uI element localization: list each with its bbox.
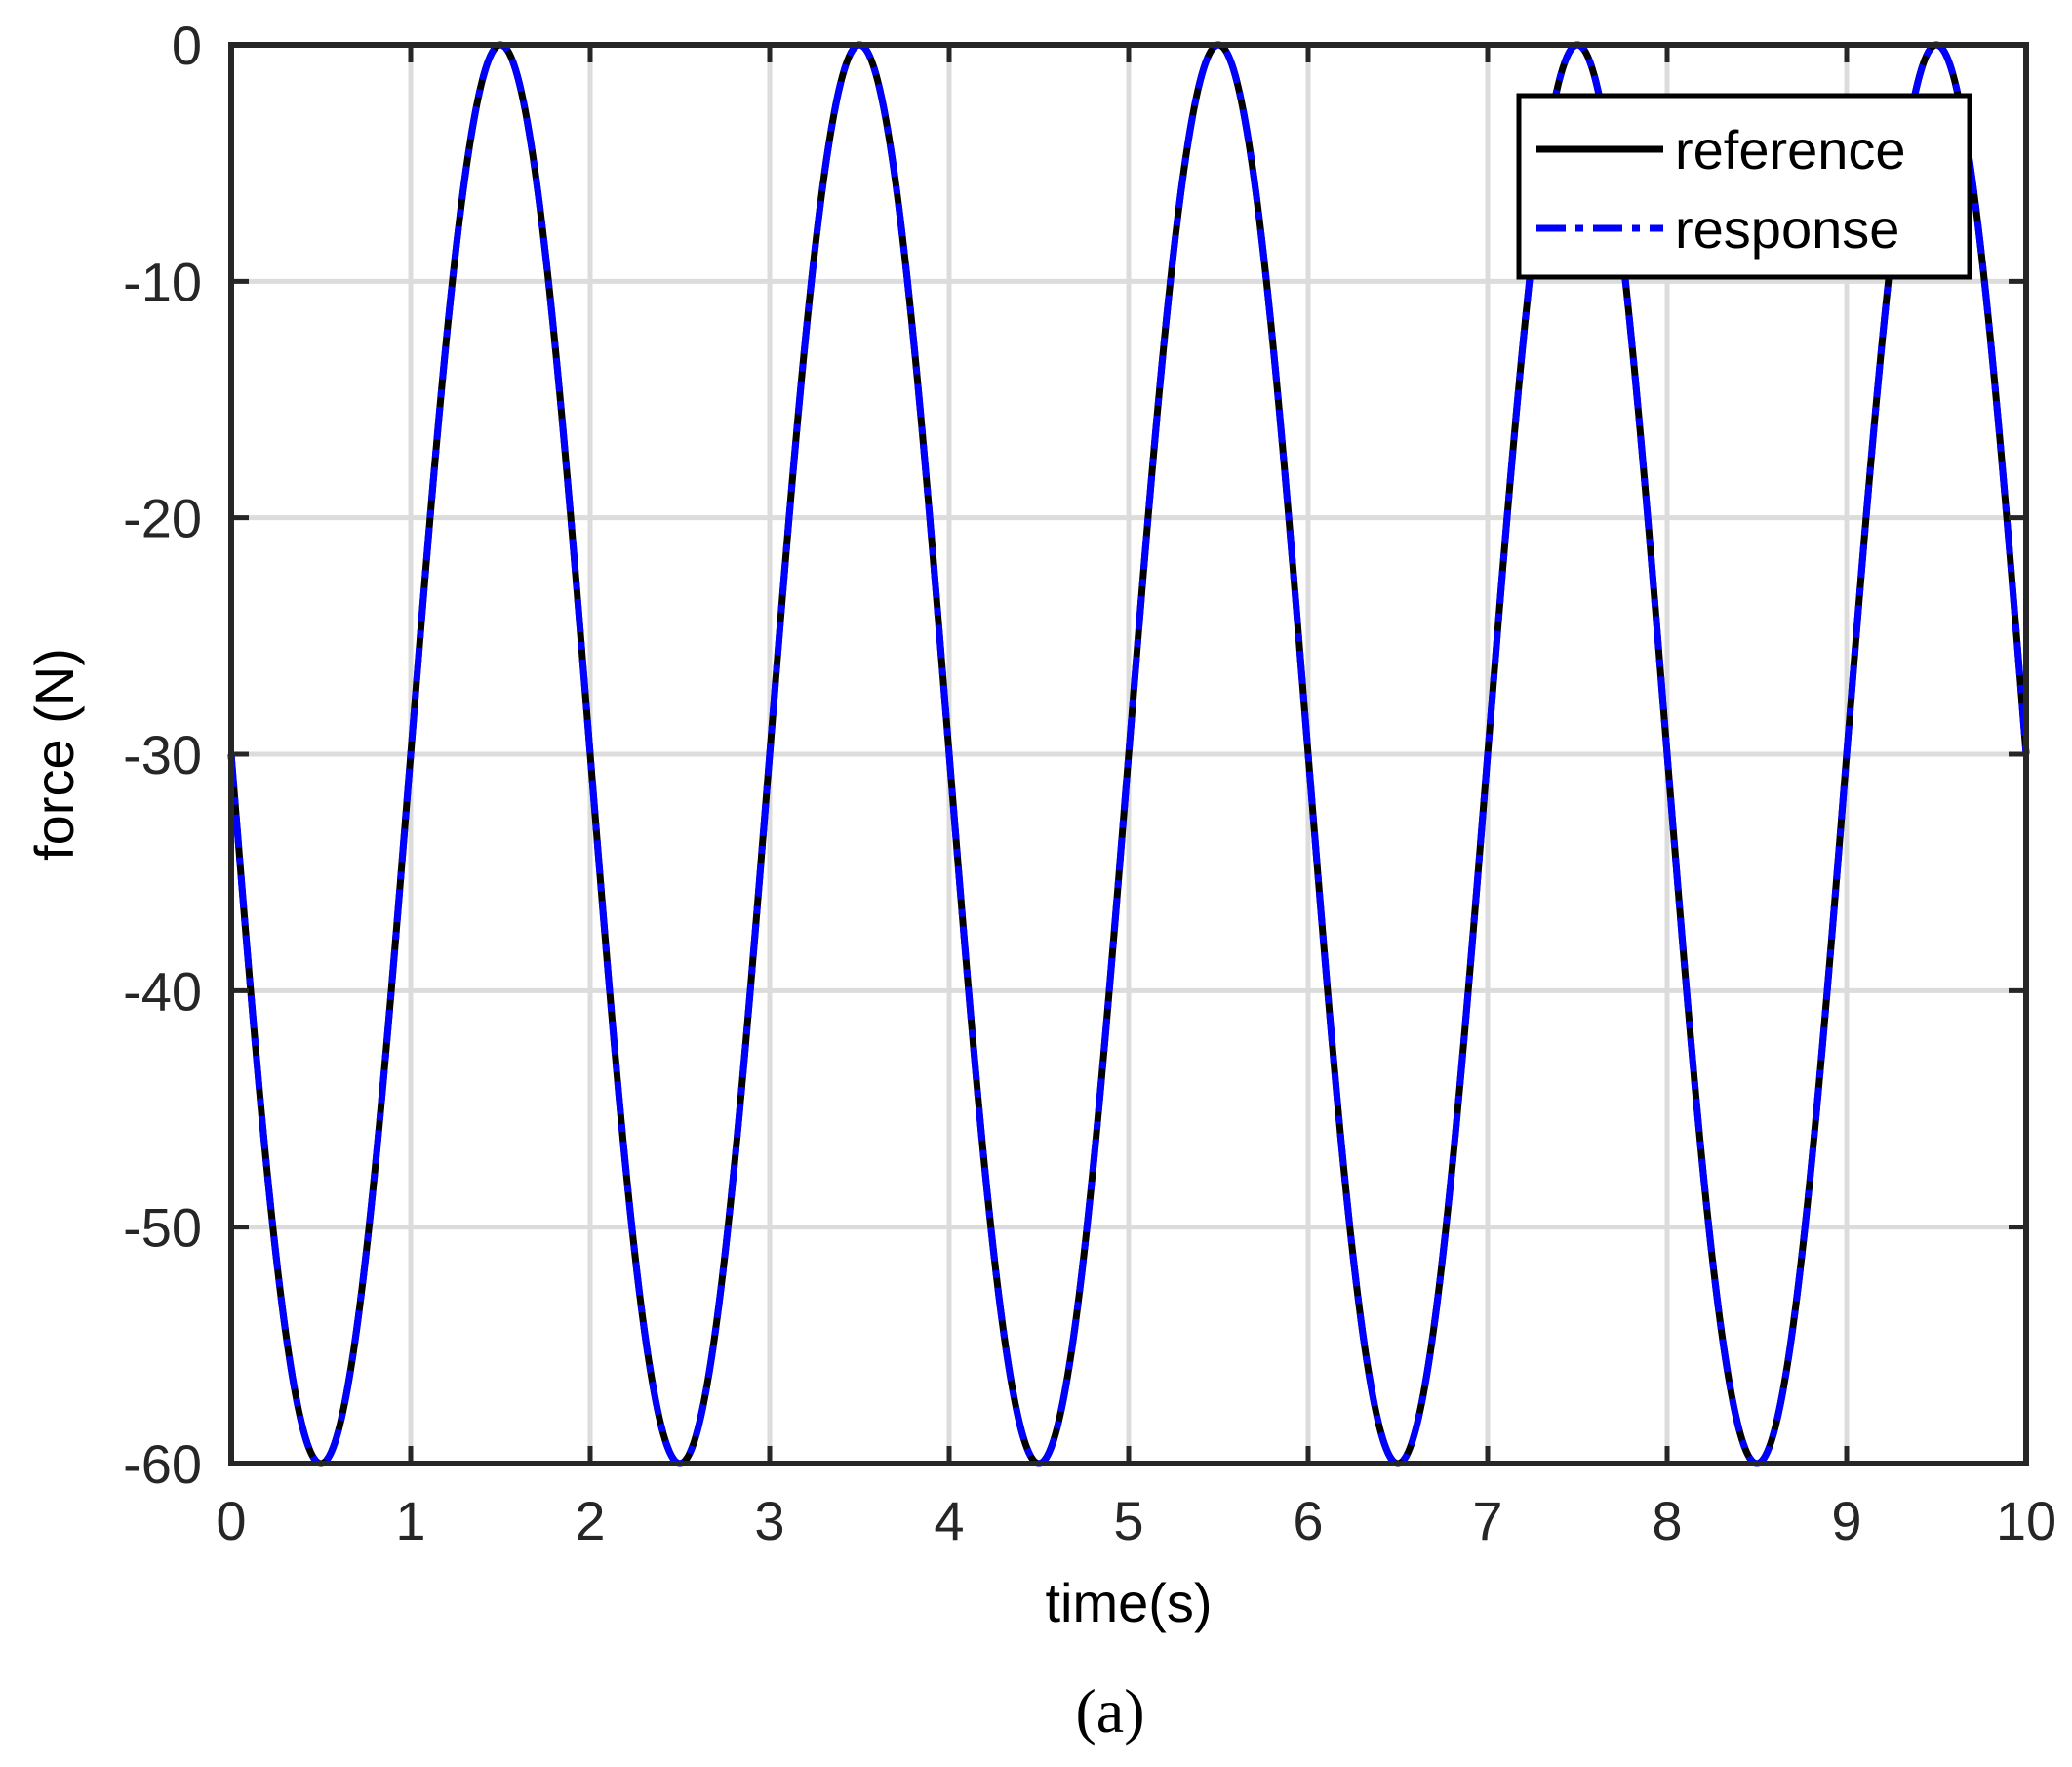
y-tick-label: -40 (123, 960, 202, 1022)
tick-labels: 0 1 2 3 4 5 6 7 8 9 10 0 -10 -20 -30 -40 -50 -60 (123, 15, 2056, 1551)
y-tick-label: -50 (123, 1197, 202, 1259)
y-tick-label: -20 (123, 488, 202, 549)
x-tick-label: 1 (395, 1490, 425, 1551)
tick-marks (228, 42, 2029, 1466)
y-tick-label: -30 (123, 724, 202, 785)
x-tick-label: 0 (216, 1490, 246, 1551)
legend: reference response (1516, 93, 1972, 280)
x-tick-label: 4 (934, 1490, 964, 1551)
x-tick-label: 10 (1996, 1490, 2056, 1551)
x-axis-label: time(s) (1045, 1572, 1212, 1633)
series-lines (227, 41, 2030, 1467)
x-tick-label: 9 (1831, 1490, 1861, 1551)
y-axis-label: force (N) (23, 648, 85, 861)
x-tick-label: 7 (1472, 1490, 1502, 1551)
x-tick-label: 2 (575, 1490, 605, 1551)
y-tick-label: -60 (123, 1433, 202, 1495)
series-line-response (227, 41, 2030, 1467)
legend-label-response: response (1675, 198, 1899, 260)
x-tick-label: 8 (1652, 1490, 1682, 1551)
legend-box (1516, 93, 1972, 280)
x-tick-label: 3 (754, 1490, 784, 1551)
legend-label-reference: reference (1675, 119, 1906, 181)
y-tick-label: -10 (123, 251, 202, 312)
y-tick-label: 0 (172, 15, 202, 76)
x-tick-label: 5 (1113, 1490, 1143, 1551)
x-tick-label: 6 (1293, 1490, 1323, 1551)
figure-caption: (a) (1075, 1676, 1144, 1746)
